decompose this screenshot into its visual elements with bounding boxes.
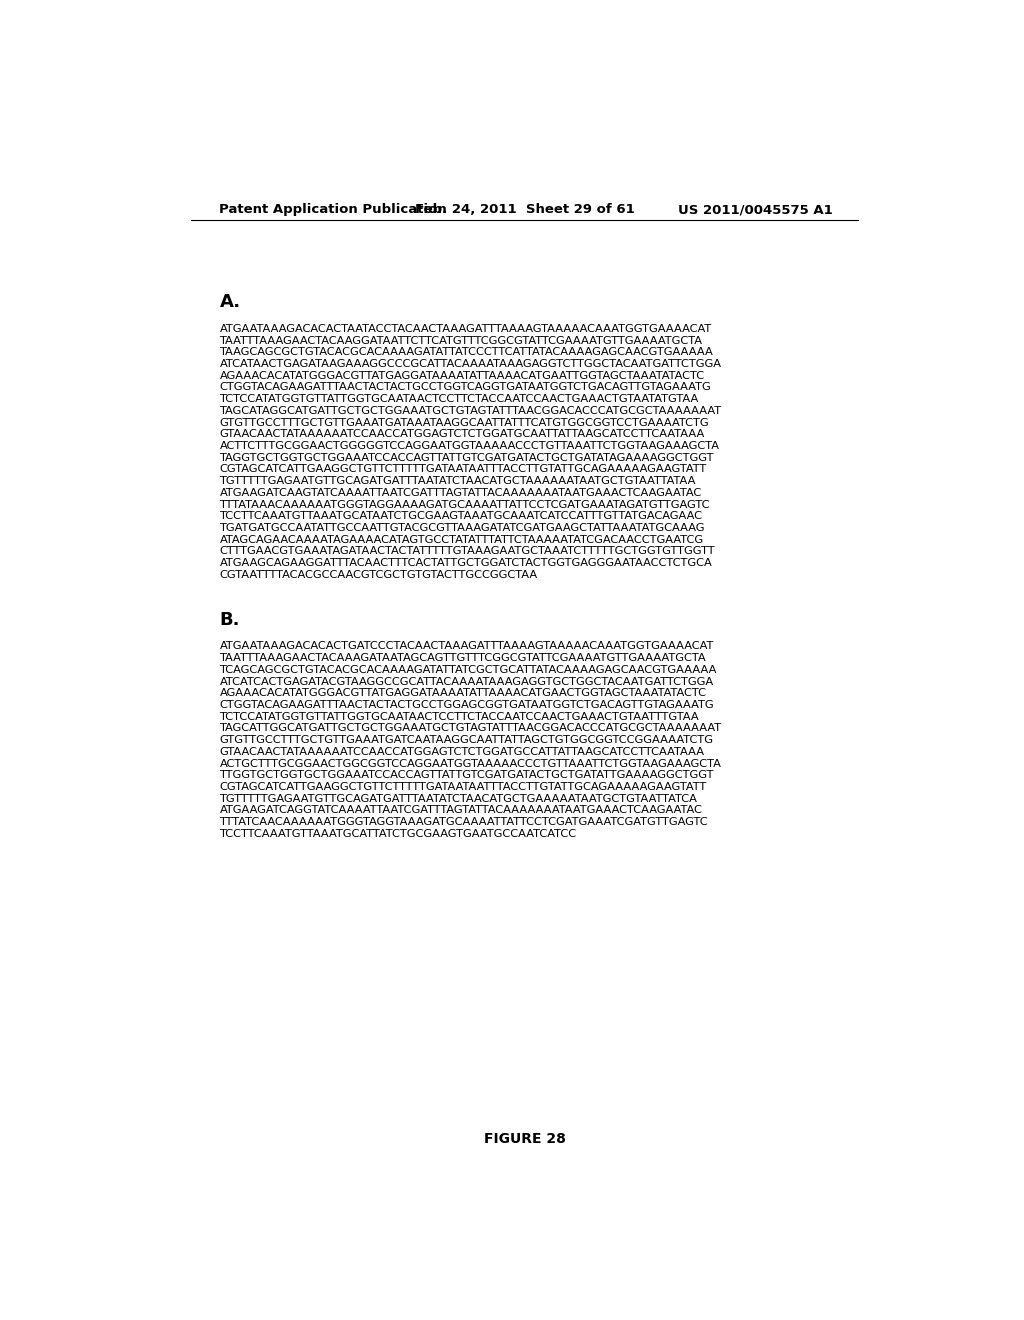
Text: TTTATCAACAAAAAATGGGTAGGTAAAGATGCAAAATTATTCCTCGATGAAATCGATGTTGAGTC: TTTATCAACAAAAAATGGGTAGGTAAAGATGCAAAATTAT… — [219, 817, 708, 828]
Text: ATAGCAGAACAAAATAGAAAACATAGTGCCTATATTTATTCTAAAAATATCGACAACCTGAATCG: ATAGCAGAACAAAATAGAAAACATAGTGCCTATATTTATT… — [219, 535, 703, 545]
Text: TCAGCAGCGCTGTACACGCACAAAAGATATTATCGCTGCATTATACAAAAGAGCAACGTGAAAAA: TCAGCAGCGCTGTACACGCACAAAAGATATTATCGCTGCA… — [219, 665, 717, 675]
Text: TAATTTAAAGAACTACAAGGATAATTCTTCATGTTTCGGCGTATTCGAAAATGTTGAAAATGCTA: TAATTTAAAGAACTACAAGGATAATTCTTCATGTTTCGGC… — [219, 335, 702, 346]
Text: CGTAGCATCATTGAAGGCTGTTCTTTTTGATAATAATTTACCTTGTATTGCAGAAAAAGAAGTATT: CGTAGCATCATTGAAGGCTGTTCTTTTTGATAATAATTTA… — [219, 465, 707, 474]
Text: ATGAATAAAGACACACTAATACCTACAACTAAAGATTTAAAAGTAAAAACAAATGGTGAAAACAT: ATGAATAAAGACACACTAATACCTACAACTAAAGATTTAA… — [219, 323, 712, 334]
Text: AGAAACACATATGGGACGTTATGAGGATAAAATATTAAAACATGAACTGGTAGCTAAATATACTC: AGAAACACATATGGGACGTTATGAGGATAAAATATTAAAA… — [219, 688, 707, 698]
Text: Feb. 24, 2011  Sheet 29 of 61: Feb. 24, 2011 Sheet 29 of 61 — [415, 203, 635, 216]
Text: ATGAAGCAGAAGGATTTACAACTTTCACTATTGCTGGATCTACTGGTGAGGGAATAACCTCTGCA: ATGAAGCAGAAGGATTTACAACTTTCACTATTGCTGGATC… — [219, 558, 713, 568]
Text: CTGGTACAGAAGATTTAACTACTACTGCCTGGTCAGGTGATAATGGTCTGACAGTTGTAGAAATG: CTGGTACAGAAGATTTAACTACTACTGCCTGGTCAGGTGA… — [219, 383, 712, 392]
Text: GTAACAACTATAAAAAATCCAACCATGGAGTCTCTGGATGCAATTATTAAGCATCCTTCAATAAA: GTAACAACTATAAAAAATCCAACCATGGAGTCTCTGGATG… — [219, 429, 705, 440]
Text: CTTTGAACGTGAAATAGATAACTACTATTTTTGTAAAGAATGCTAAATCTTTTTGCTGGTGTTGGTT: CTTTGAACGTGAAATAGATAACTACTATTTTTGTAAAGAA… — [219, 546, 715, 556]
Text: ATCATAACTGAGATAAGAAAGGCCCGCATTACAAAATAAAGAGGTCTTGGCTACAATGATTCTGGA: ATCATAACTGAGATAAGAAAGGCCCGCATTACAAAATAAA… — [219, 359, 722, 370]
Text: TTGGTGCTGGTGCTGGAAATCCACCAGTTATTGTCGATGATACTGCTGATATTGAAAAGGCTGGT: TTGGTGCTGGTGCTGGAAATCCACCAGTTATTGTCGATGA… — [219, 771, 714, 780]
Text: TAATTTAAAGAACTACAAAGATAATAGCAGTTGTTTCGGCGTATTCGAAAATGTTGAAAATGCTA: TAATTTAAAGAACTACAAAGATAATAGCAGTTGTTTCGGC… — [219, 653, 707, 663]
Text: TCCTTCAAATGTTAAATGCATAATCTGCGAAGTAAATGCAAATCATCCATTTGTTATGACAGAAC: TCCTTCAAATGTTAAATGCATAATCTGCGAAGTAAATGCA… — [219, 511, 702, 521]
Text: ATCATCACTGAGATACGTAAGGCCGCATTACAAAATAAAGAGGTGCTGGCTACAATGATTCTGGA: ATCATCACTGAGATACGTAAGGCCGCATTACAAAATAAAG… — [219, 677, 714, 686]
Text: TAGCATTGGCATGATTGCTGCTGGAAATGCTGTAGTATTTAACGGACACCCATGCGCTAAAAAAAT: TAGCATTGGCATGATTGCTGCTGGAAATGCTGTAGTATTT… — [219, 723, 722, 734]
Text: CTGGTACAGAAGATTTAACTACTACTGCCTGGAGCGGTGATAATGGTCTGACAGTTGTAGAAATG: CTGGTACAGAAGATTTAACTACTACTGCCTGGAGCGGTGA… — [219, 700, 714, 710]
Text: ATGAATAAAGACACACTGATCCCTACAACTAAAGATTTAAAAGTAAAAACAAATGGTGAAAACAT: ATGAATAAAGACACACTGATCCCTACAACTAAAGATTTAA… — [219, 642, 714, 652]
Text: TAAGCAGCGCTGTACACGCACAAAAGATATTATCCCTTCATTATACAAAAGAGCAACGTGAAAAA: TAAGCAGCGCTGTACACGCACAAAAGATATTATCCCTTCA… — [219, 347, 713, 358]
Text: US 2011/0045575 A1: US 2011/0045575 A1 — [679, 203, 834, 216]
Text: ACTTCTTTGCGGAACTGGGGGTCCAGGAATGGTAAAAACCCTGTTAAATTCTGGTAAGAAAGCTA: ACTTCTTTGCGGAACTGGGGGTCCAGGAATGGTAAAAACC… — [219, 441, 720, 451]
Text: GTGTTGCCTTTGCTGTTGAAATGATAAATAAGGCAATTATTTCATGTGGCGGTCCTGAAAATCTG: GTGTTGCCTTTGCTGTTGAAATGATAAATAAGGCAATTAT… — [219, 417, 709, 428]
Text: FIGURE 28: FIGURE 28 — [484, 1133, 565, 1147]
Text: CGTAATTTTACACGCCAACGTCGCTGTGTACTTGCCGGCTAA: CGTAATTTTACACGCCAACGTCGCTGTGTACTTGCCGGCT… — [219, 570, 538, 579]
Text: TGTTTTTGAGAATGTTGCAGATGATTTAATATCTAACATGCTAAAAAATAATGCTGTAATTATAA: TGTTTTTGAGAATGTTGCAGATGATTTAATATCTAACATG… — [219, 477, 696, 486]
Text: TGTTTTTGAGAATGTTGCAGATGATTTAATATCTAACATGCTGAAAAATAATGCTGTAATTATCA: TGTTTTTGAGAATGTTGCAGATGATTTAATATCTAACATG… — [219, 793, 697, 804]
Text: CGTAGCATCATTGAAGGCTGTTCTTTTTGATAATAATTTACCTTGTATTGCAGAAAAAGAAGTATT: CGTAGCATCATTGAAGGCTGTTCTTTTTGATAATAATTTA… — [219, 781, 707, 792]
Text: A.: A. — [219, 293, 241, 312]
Text: TTTATAAACAAAAAATGGGTAGGAAAAGATGCAAAATTATTCCTCGATGAAATAGATGTTGAGTC: TTTATAAACAAAAAATGGGTAGGAAAAGATGCAAAATTAT… — [219, 499, 710, 510]
Text: ACTGCTTTGCGGAACTGGCGGTCCAGGAATGGTAAAAACCCTGTTAAATTCTGGTAAGAAAGCTA: ACTGCTTTGCGGAACTGGCGGTCCAGGAATGGTAAAAACC… — [219, 759, 721, 768]
Text: B.: B. — [219, 611, 240, 628]
Text: GTGTTGCCTTTGCTGTTGAAATGATCAATAAGGCAATTATTAGCTGTGGCGGTCCGGAAAATCTG: GTGTTGCCTTTGCTGTTGAAATGATCAATAAGGCAATTAT… — [219, 735, 714, 744]
Text: TCTCCATATGGTGTTATTGGTGCAATAACTCCTTCTACCAATCCAACTGAAACTGTAATTTGTAA: TCTCCATATGGTGTTATTGGTGCAATAACTCCTTCTACCA… — [219, 711, 699, 722]
Text: ATGAAGATCAAGTATCAAAATTAATCGATTTAGTATTACAAAAAAATAATGAAACTCAAGAATAC: ATGAAGATCAAGTATCAAAATTAATCGATTTAGTATTACA… — [219, 488, 701, 498]
Text: AGAAACACATATGGGACGTTATGAGGATAAAATATTAAAACATGAATTGGTAGCTAAATATACTC: AGAAACACATATGGGACGTTATGAGGATAAAATATTAAAA… — [219, 371, 705, 380]
Text: TGATGATGCCAATATTGCCAATTGTACGCGTTAAAGATATCGATGAAGCTATTAAATATGCAAAG: TGATGATGCCAATATTGCCAATTGTACGCGTTAAAGATAT… — [219, 523, 705, 533]
Text: TCTCCATATGGTGTTATTGGTGCAATAACTCCTTCTACCAATCCAACTGAAACTGTAATATGTAA: TCTCCATATGGTGTTATTGGTGCAATAACTCCTTCTACCA… — [219, 395, 698, 404]
Text: TCCTTCAAATGTTAAATGCATTATCTGCGAAGTGAATGCCAATCATCC: TCCTTCAAATGTTAAATGCATTATCTGCGAAGTGAATGCC… — [219, 829, 577, 838]
Text: TAGCATAGGCATGATTGCTGCTGGAAATGCTGTAGTATTTAACGGACACCCATGCGCTAAAAAAAT: TAGCATAGGCATGATTGCTGCTGGAAATGCTGTAGTATTT… — [219, 405, 722, 416]
Text: TAGGTGCTGGTGCTGGAAATCCACCAGTTATTGTCGATGATACTGCTGATATAGAAAAGGCTGGT: TAGGTGCTGGTGCTGGAAATCCACCAGTTATTGTCGATGA… — [219, 453, 714, 463]
Text: ATGAAGATCAGGTATCAAAATTAATCGATTTAGTATTACAAAAAAATAATGAAACTCAAGAATAC: ATGAAGATCAGGTATCAAAATTAATCGATTTAGTATTACA… — [219, 805, 702, 816]
Text: Patent Application Publication: Patent Application Publication — [219, 203, 447, 216]
Text: GTAACAACTATAAAAAATCCAACCATGGAGTCTCTGGATGCCATTATTAAGCATCCTTCAATAAA: GTAACAACTATAAAAAATCCAACCATGGAGTCTCTGGATG… — [219, 747, 705, 756]
